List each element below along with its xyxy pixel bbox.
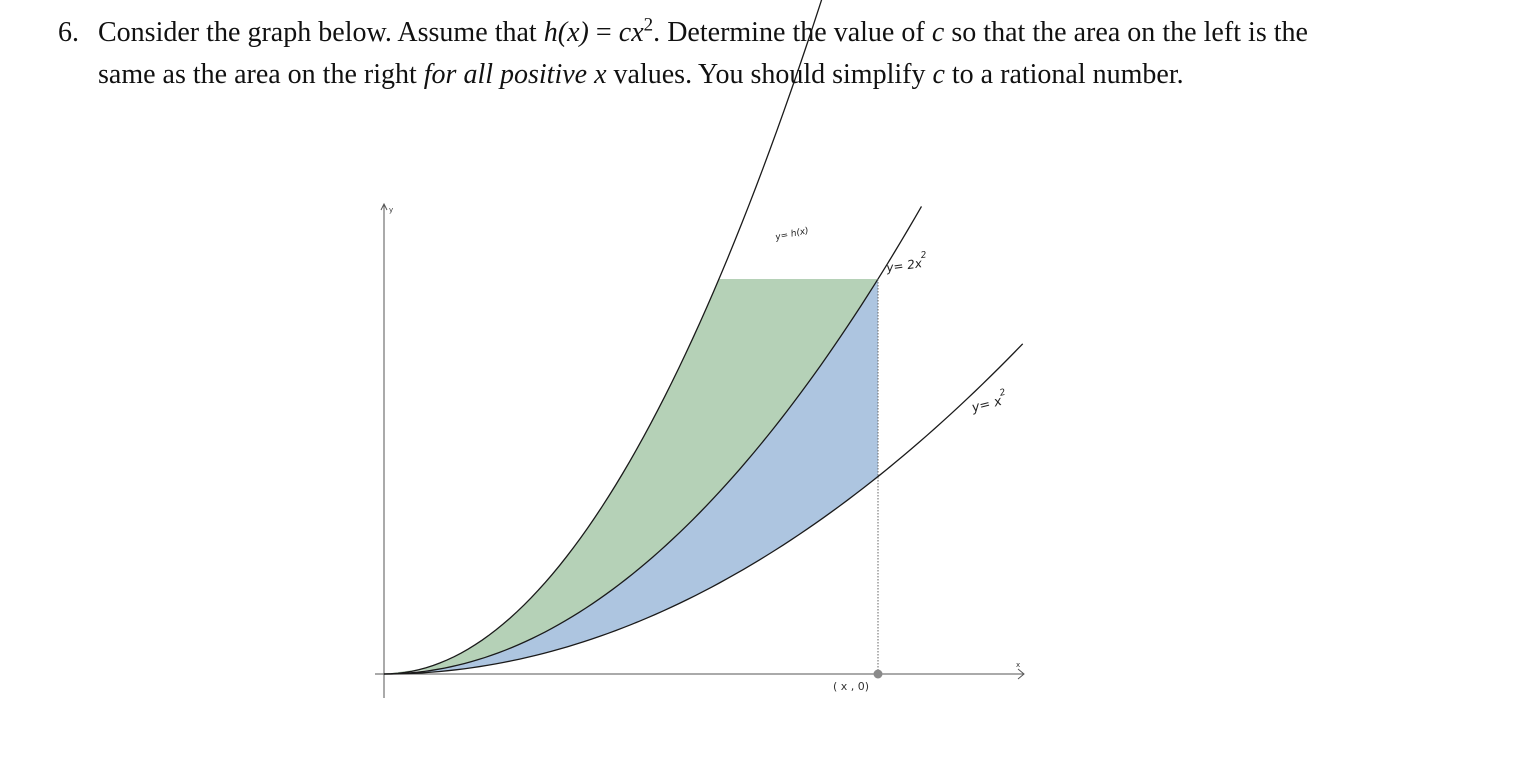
label-2x2-exp: 2: [920, 250, 927, 261]
point-label: ( x , 0): [833, 680, 869, 693]
label-x2-exp: 2: [999, 388, 1007, 399]
problem-text-1: Consider the graph below. Assume that: [98, 17, 544, 48]
x-point-marker: [873, 669, 883, 679]
left-area-region: [384, 279, 878, 674]
y-axis-label: y: [389, 206, 393, 214]
problem-body: Consider the graph below. Assume that h(…: [98, 12, 1308, 95]
label-2x2-curve: y= 2x2: [884, 250, 929, 275]
curve-h-of-x: [383, 0, 823, 675]
problem-text-2: . Determine the value of: [653, 17, 932, 48]
label-2x2-base: y= 2x: [884, 256, 923, 275]
problem-text-3: so that the area on the left is the same…: [98, 17, 1308, 90]
equals-sign: =: [588, 17, 619, 48]
x-variable: x: [594, 58, 607, 90]
curve-2x-squared: [383, 206, 923, 675]
emphasis-text: for all positive: [423, 58, 595, 90]
problem-text-5: to a rational number.: [944, 58, 1184, 90]
y-axis-arrow: [380, 202, 388, 211]
problem-statement: 6. Consider the graph below. Assume that…: [58, 12, 1308, 95]
right-area-region: [384, 279, 878, 674]
x-axis-arrow: [1017, 668, 1025, 680]
problem-text-4: values. You should simplify: [606, 58, 933, 90]
label-h-curve: y= h(x): [774, 226, 810, 243]
x-axis-label: x: [1016, 661, 1020, 669]
c-x: cx: [618, 17, 644, 48]
curve-x-squared: [383, 343, 1024, 675]
c-variable: c: [931, 17, 945, 48]
problem-number: 6.: [58, 17, 79, 48]
h-of-x: h(x): [543, 17, 589, 48]
label-x2-curve: y= x2: [968, 388, 1009, 416]
label-x2-base: y= x: [969, 394, 1003, 416]
exponent-2: 2: [643, 14, 654, 36]
c-variable-2: c: [932, 58, 945, 90]
